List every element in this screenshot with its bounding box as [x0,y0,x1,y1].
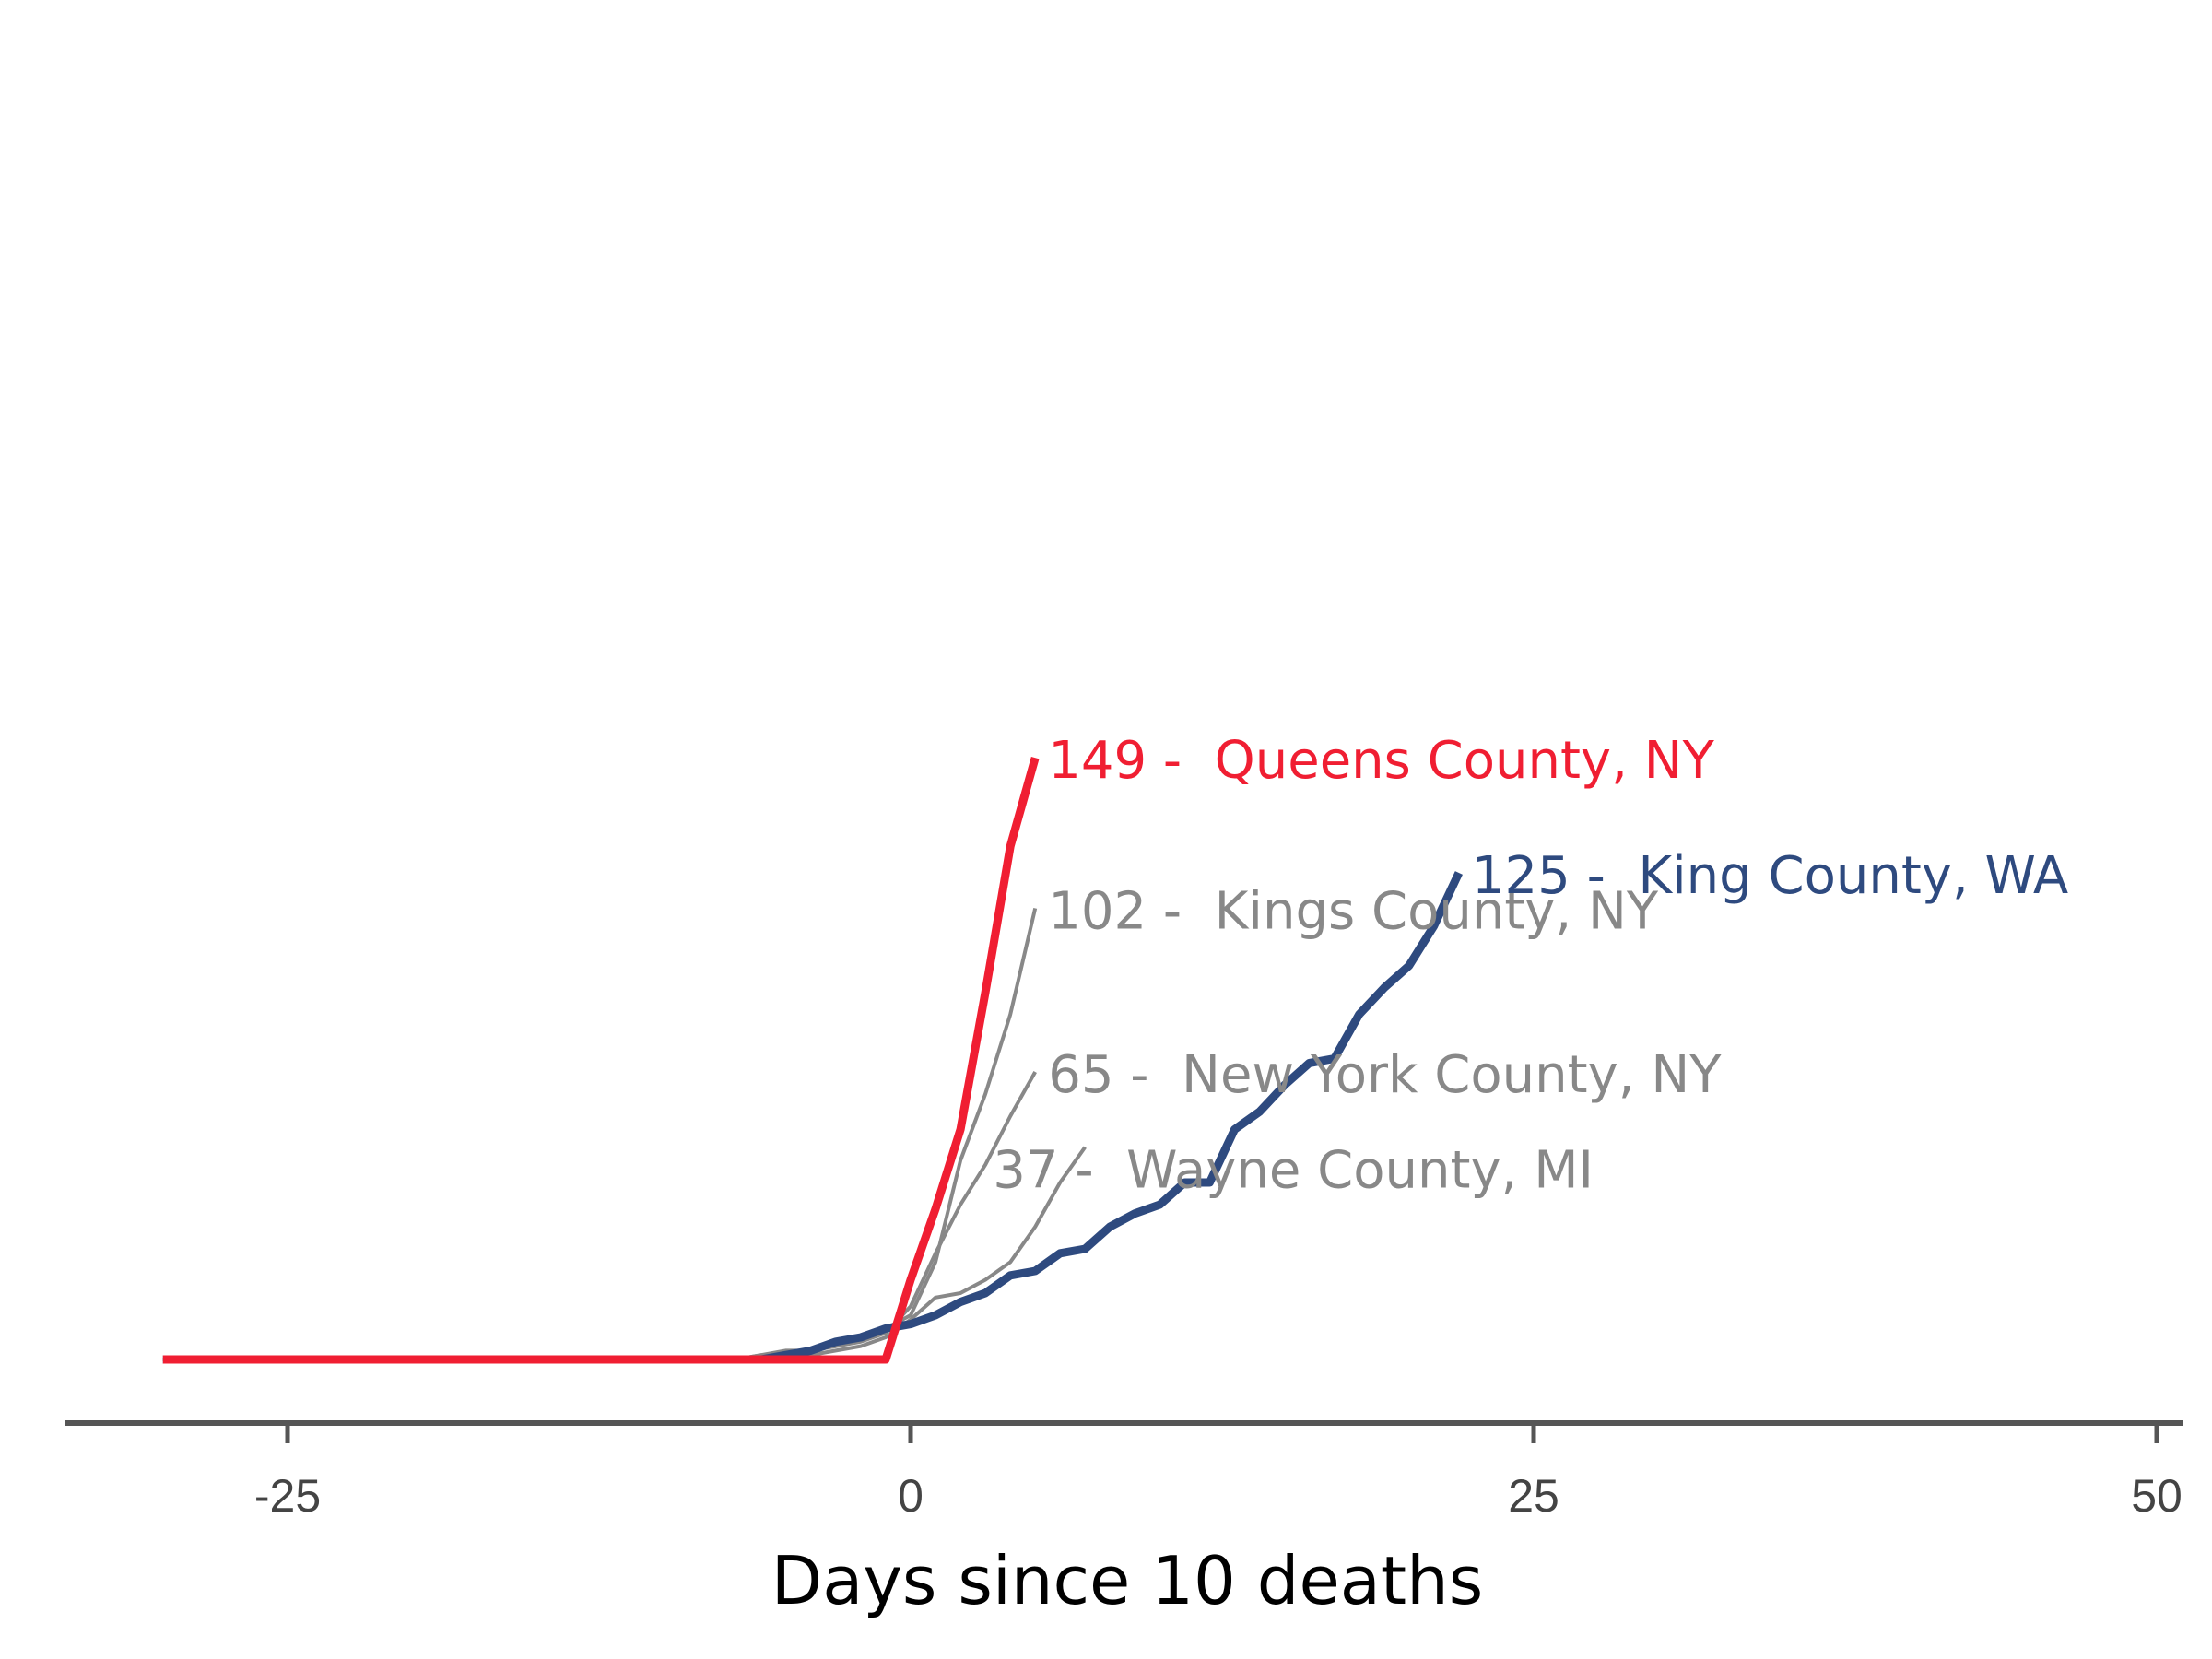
series-line-new-york-county-ny [162,1071,1037,1361]
x-axis-ticks: -25 0 25 50 [254,1423,2183,1522]
series-label-kings-county-ny: 102 - Kings County, NY [1048,881,1659,941]
series-line-wayne-county-mi [162,1146,1087,1361]
series-line-queens-county-ny [162,756,1040,1364]
x-tick-label: 0 [898,1470,924,1522]
series-label-wayne-county-mi: 37 - Wayne County, MI [993,1141,1594,1201]
x-tick-label: -25 [254,1470,321,1522]
series-label-king-county-wa: 125 - King County, WA [1472,846,2068,906]
x-axis-title: Days since 10 deaths [771,1542,1484,1619]
label-layer: 65 - New York County, NY 102 - Kings Coun… [993,731,2068,1200]
series-label-new-york-county-ny: 65 - New York County, NY [1048,1045,1722,1105]
x-tick-label: 50 [2131,1470,2183,1522]
series-layer [162,756,1463,1364]
series-label-queens-county-ny: 149 - Queens County, NY [1048,731,1714,791]
x-tick-label: 25 [1508,1470,1559,1522]
series-line-king-county-wa [162,871,1463,1364]
